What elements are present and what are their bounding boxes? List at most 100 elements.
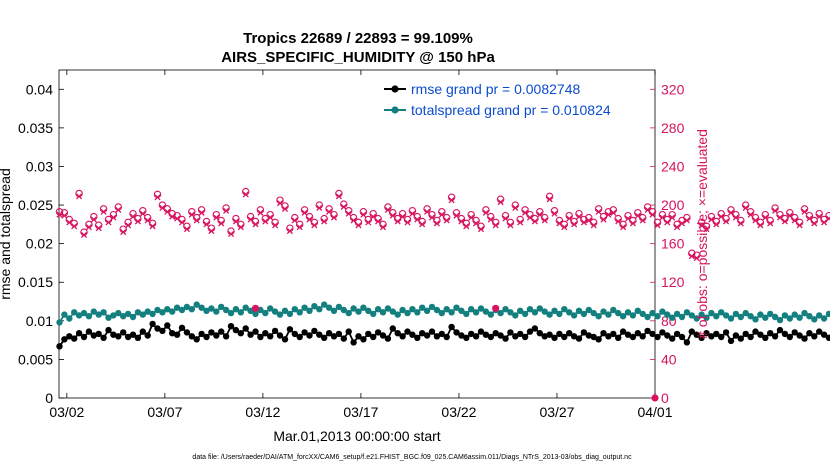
data-point <box>727 315 735 322</box>
obs-evaluated-point <box>448 197 455 204</box>
obs-evaluated-point <box>585 217 592 224</box>
data-point <box>85 313 93 320</box>
obs-evaluated-point <box>188 211 195 218</box>
data-point <box>428 303 436 311</box>
obs-evaluated-point <box>252 221 259 228</box>
data-file-note: data file: /Users/raeder/DAI/ATM_forcXX/… <box>192 454 632 461</box>
obs-evaluated-point <box>306 216 313 223</box>
data-point <box>526 328 534 335</box>
data-point <box>345 309 352 317</box>
x-tick-label: 04/01 <box>637 404 672 420</box>
data-point <box>374 306 382 313</box>
data-point <box>105 326 112 334</box>
data-point <box>825 310 830 318</box>
obs-evaluated-point <box>247 216 254 223</box>
data-point <box>762 334 769 341</box>
data-point <box>458 307 465 314</box>
data-point <box>414 334 421 341</box>
data-point <box>468 306 475 313</box>
obs-evaluated-point <box>159 204 166 212</box>
data-point <box>654 333 661 341</box>
obs-evaluated-point <box>747 211 754 218</box>
data-point <box>218 303 225 311</box>
data-point <box>796 314 803 321</box>
data-point <box>531 325 539 332</box>
obs-evaluated-point <box>693 255 700 262</box>
data-point <box>482 331 490 338</box>
data-point <box>742 330 749 338</box>
obs-evaluated-point <box>208 228 215 235</box>
obs-evaluated-point <box>330 214 338 221</box>
data-point <box>115 333 122 340</box>
data-point <box>742 309 749 317</box>
data-point <box>360 336 367 343</box>
data-point <box>619 328 627 335</box>
legend-rmse-marker <box>391 85 399 93</box>
data-point <box>95 330 102 338</box>
data-point <box>262 309 269 317</box>
data-point <box>66 315 73 322</box>
data-point <box>321 301 328 308</box>
obs-evaluated-point <box>129 213 137 220</box>
data-point <box>595 336 602 343</box>
data-point <box>453 304 460 311</box>
data-point <box>340 335 347 342</box>
obs-evaluated-point <box>605 211 612 218</box>
obs-evaluated-point <box>683 217 690 224</box>
data-point <box>781 330 789 338</box>
obs-evaluated-point <box>620 224 627 231</box>
data-point <box>634 307 641 314</box>
data-point <box>727 337 735 345</box>
series-layer <box>55 187 830 402</box>
obs-evaluated-point <box>718 213 725 220</box>
x-tick-label: 03/27 <box>539 404 574 420</box>
obs-evaluated-point <box>757 222 764 229</box>
data-point <box>139 328 146 335</box>
data-point <box>178 306 186 314</box>
data-point <box>482 308 490 315</box>
data-point <box>409 306 416 313</box>
obs-evaluated-point <box>703 226 710 233</box>
data-point <box>580 329 588 336</box>
data-point <box>811 333 818 340</box>
data-point <box>644 327 651 335</box>
obs-evaluated-point <box>90 216 97 223</box>
data-point <box>423 332 431 339</box>
data-point <box>458 332 465 339</box>
obs-evaluated-point <box>473 220 480 227</box>
data-point <box>448 323 455 331</box>
obs-evaluated-point <box>811 220 818 227</box>
data-point <box>90 332 98 339</box>
data-point <box>247 331 254 338</box>
obs-evaluated-point <box>615 218 622 225</box>
data-point <box>718 309 725 316</box>
obs-evaluated-point <box>193 217 200 224</box>
obs-evaluated-point <box>213 214 220 221</box>
data-point <box>301 329 308 336</box>
x-tick-label: 03/02 <box>49 404 84 420</box>
obs-evaluated-point <box>688 253 695 260</box>
data-point <box>144 308 151 315</box>
data-point <box>80 309 88 317</box>
obs-evaluated-point <box>536 211 543 218</box>
data-point <box>776 316 784 324</box>
obs-evaluated-point <box>242 191 249 198</box>
obs-evaluated-point <box>409 210 416 217</box>
obs-evaluated-point <box>713 221 720 228</box>
data-point <box>590 309 597 317</box>
data-point <box>355 308 362 315</box>
data-point <box>149 310 156 318</box>
data-point <box>124 310 132 318</box>
data-point <box>419 330 426 337</box>
data-point <box>801 335 808 342</box>
obs-evaluated-point <box>198 209 205 216</box>
data-point <box>311 303 318 310</box>
data-point <box>213 308 220 315</box>
data-point <box>585 332 592 339</box>
data-point <box>752 328 759 335</box>
obs-evaluated-point <box>345 210 352 217</box>
legend-rmse-label: rmse grand pr = 0.0082748 <box>411 81 580 97</box>
data-point <box>747 333 754 341</box>
obs-evaluated-point <box>796 222 803 229</box>
data-point <box>590 333 597 341</box>
